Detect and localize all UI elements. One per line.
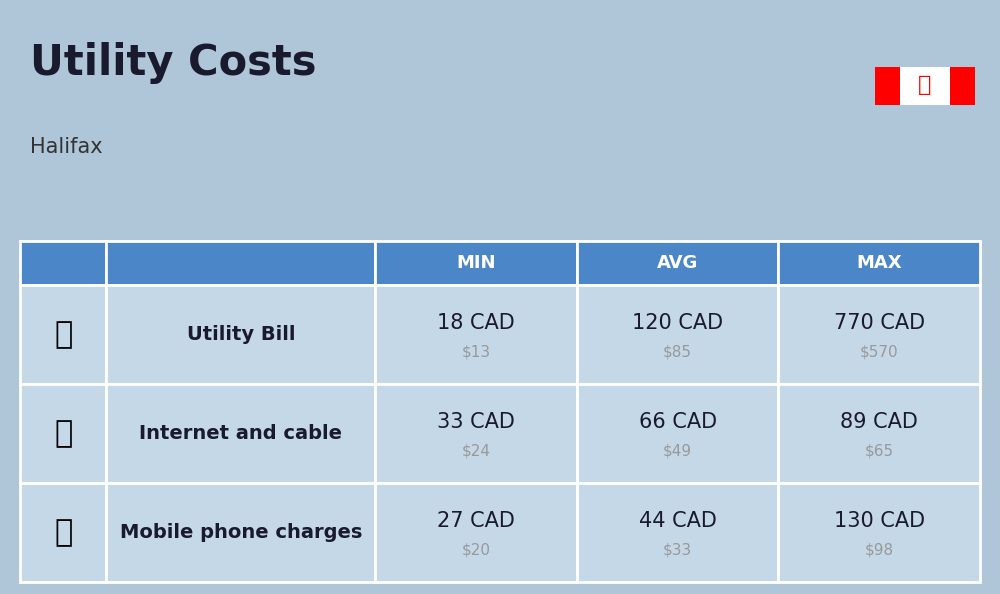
Bar [875,67,975,106]
Text: $49: $49 [663,444,692,459]
Text: Mobile phone charges: Mobile phone charges [120,523,362,542]
Bar [778,241,980,285]
Text: 120 CAD: 120 CAD [632,312,723,333]
Bar [106,241,375,285]
Text: $65: $65 [865,444,894,459]
Text: 33 CAD: 33 CAD [437,412,515,432]
Text: 66 CAD: 66 CAD [639,412,717,432]
Bar [577,384,778,483]
Bar [778,384,980,483]
Text: $570: $570 [860,345,899,360]
Bar [875,67,900,106]
Bar [20,483,106,582]
Bar [39,419,87,448]
Bar [39,519,87,547]
Bar [950,67,975,106]
Text: $98: $98 [865,543,894,558]
Text: $24: $24 [462,444,491,459]
Bar [375,285,577,384]
Bar [577,241,778,285]
Text: 44 CAD: 44 CAD [639,511,717,531]
Bar [20,285,106,384]
Bar [375,384,577,483]
Bar [778,285,980,384]
Text: $85: $85 [663,345,692,360]
Text: Utility Bill: Utility Bill [187,325,295,344]
Bar [375,483,577,582]
Bar [106,285,375,384]
Text: 📱: 📱 [54,518,72,547]
Bar [106,384,375,483]
Text: $33: $33 [663,543,692,558]
Bar [20,241,106,285]
Bar [106,483,375,582]
Text: 89 CAD: 89 CAD [840,412,918,432]
Text: 📡: 📡 [54,419,72,448]
Bar [375,241,577,285]
Text: 🍁: 🍁 [918,75,932,95]
Text: 27 CAD: 27 CAD [437,511,515,531]
Text: 130 CAD: 130 CAD [834,511,925,531]
Text: MIN: MIN [456,254,496,272]
Text: 770 CAD: 770 CAD [834,312,925,333]
Text: 18 CAD: 18 CAD [437,312,515,333]
Bar [577,285,778,384]
Text: Internet and cable: Internet and cable [139,424,342,443]
Bar [577,483,778,582]
Text: $20: $20 [462,543,491,558]
Bar [20,384,106,483]
Text: Halifax: Halifax [30,137,103,157]
Bar [778,483,980,582]
Text: AVG: AVG [657,254,698,272]
Text: 🔌: 🔌 [54,320,72,349]
Text: MAX: MAX [856,254,902,272]
Text: $13: $13 [461,345,491,360]
Bar [39,320,87,349]
Text: Utility Costs: Utility Costs [30,42,316,84]
